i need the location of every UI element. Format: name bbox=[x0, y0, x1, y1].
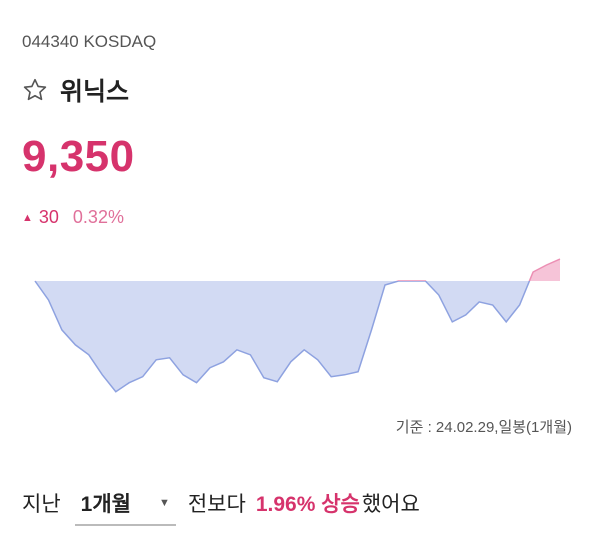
suffix: 했어요 bbox=[361, 493, 420, 516]
change: 30 bbox=[38, 207, 59, 227]
area-below bbox=[35, 280, 530, 392]
stock-name: 위닉스 bbox=[60, 78, 130, 106]
highlight: 1.96% 상승 bbox=[255, 493, 360, 516]
change-row: ▲ 30 0.32% bbox=[22, 207, 124, 228]
footnote: 기준 : 24.02.29,일봉(1개월) bbox=[395, 419, 572, 436]
period-dropdown[interactable]: 1개월 ▼ bbox=[74, 488, 176, 526]
chart bbox=[34, 258, 561, 393]
caret: ▼ bbox=[158, 497, 170, 509]
up-icon: ▲ bbox=[22, 211, 33, 224]
middle: 전보다 bbox=[187, 493, 246, 516]
change-pct: 0.32% bbox=[72, 207, 124, 227]
period: 1개월 bbox=[80, 493, 131, 516]
line-below bbox=[34, 280, 531, 393]
stock-code: 044340 KOSDAQ bbox=[22, 32, 157, 51]
price: 9,350 bbox=[22, 132, 135, 181]
favorite-star[interactable] bbox=[22, 77, 48, 103]
summary-sentence: 지난 1개월 ▼ 전보다 1.96% 상승 했어요 bbox=[22, 488, 420, 526]
name-row: 위닉스 bbox=[22, 72, 129, 108]
prefix: 지난 bbox=[22, 493, 61, 516]
